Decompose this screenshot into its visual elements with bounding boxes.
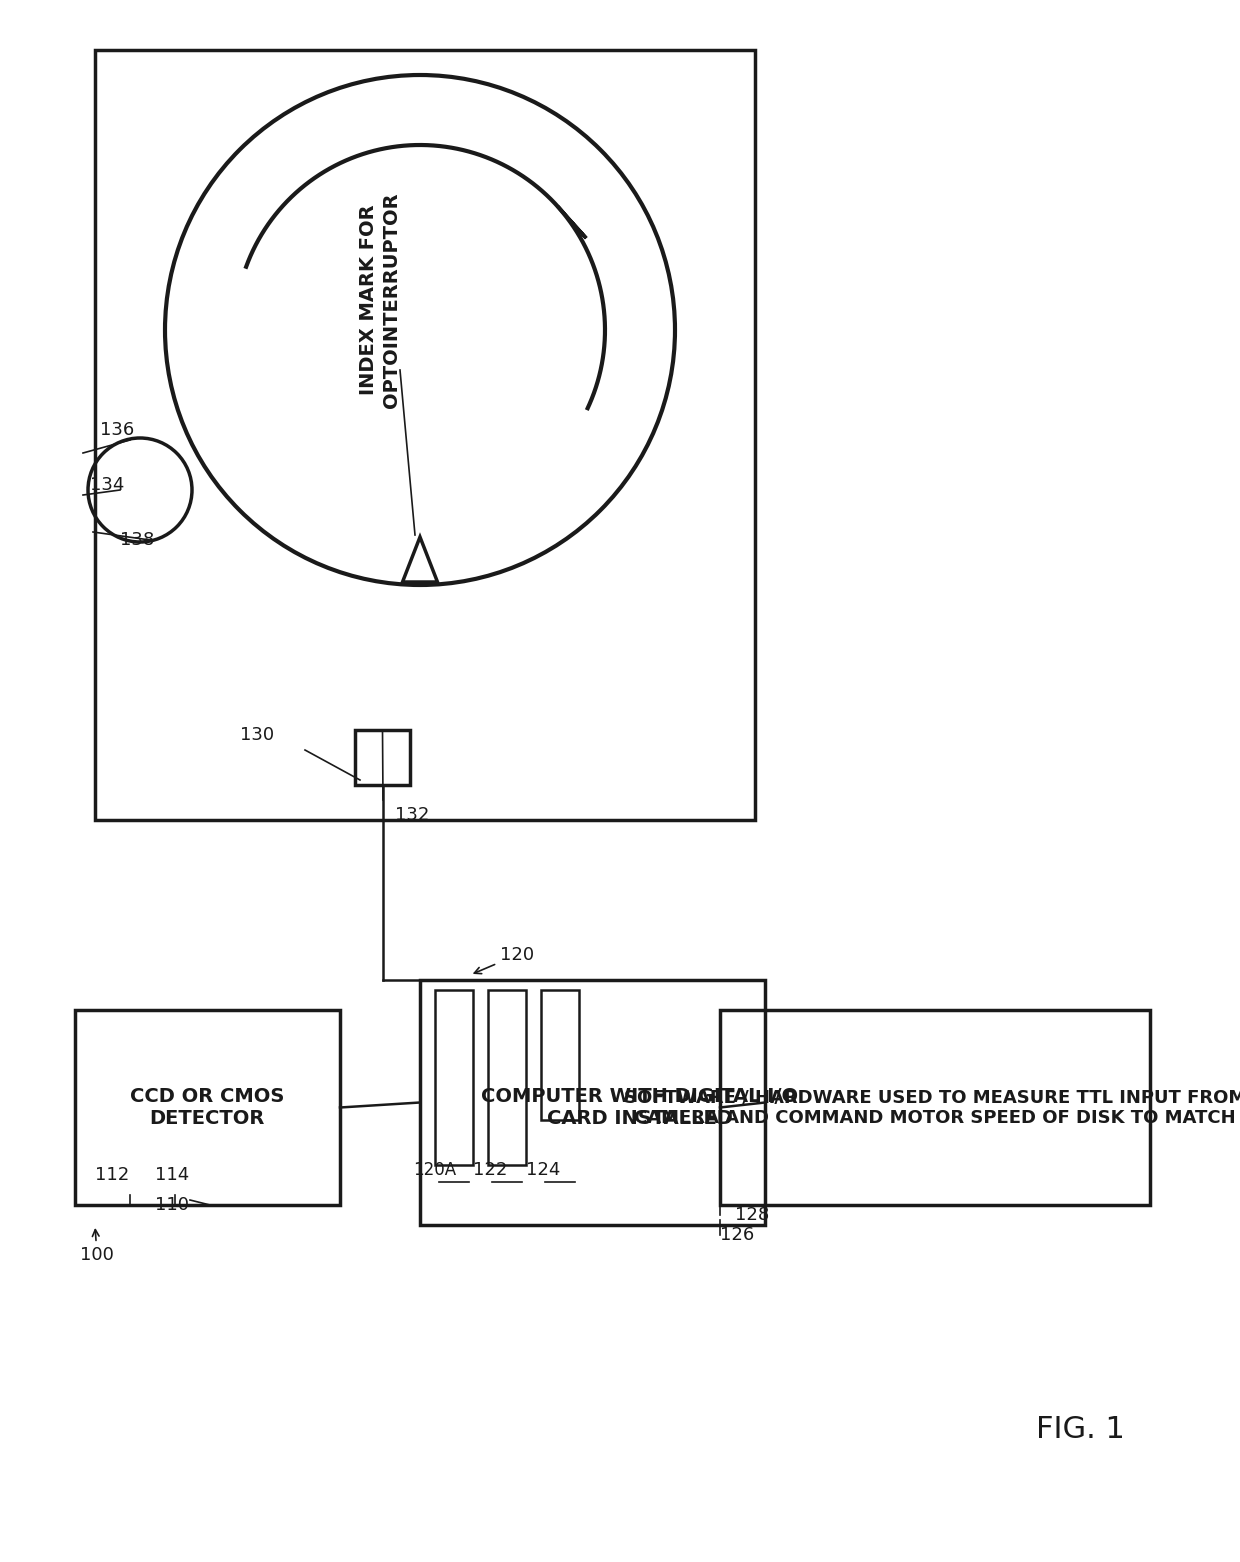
Text: CCD OR CMOS
DETECTOR: CCD OR CMOS DETECTOR (130, 1087, 284, 1128)
Bar (435, 990, 472, 1165)
Text: 132: 132 (396, 806, 429, 825)
Bar (489, 990, 526, 1165)
Bar (74, 1011, 340, 1204)
Bar (541, 990, 579, 1120)
Text: FIG. 1: FIG. 1 (1035, 1415, 1125, 1445)
Text: 112: 112 (95, 1165, 129, 1184)
Bar (720, 1011, 1149, 1204)
Text: 126: 126 (720, 1226, 754, 1243)
Text: 114: 114 (155, 1165, 190, 1184)
Text: 136: 136 (100, 422, 134, 439)
Bar (355, 729, 410, 786)
Text: 128: 128 (735, 1206, 769, 1225)
Text: 124: 124 (526, 1161, 560, 1179)
Text: 138: 138 (120, 531, 154, 548)
Text: 122: 122 (472, 1161, 507, 1179)
Text: COMPUTER WITH DIGITAL I/O
CARD INSTALLED: COMPUTER WITH DIGITAL I/O CARD INSTALLED (481, 1087, 799, 1128)
Text: 134: 134 (91, 476, 124, 494)
Text: 120: 120 (474, 947, 534, 973)
Text: 120A: 120A (413, 1161, 456, 1179)
Bar (95, 50, 755, 820)
Text: SOFTWARE / HARDWARE USED TO MEASURE TTL INPUT FROM
CAMERA AND COMMAND MOTOR SPEE: SOFTWARE / HARDWARE USED TO MEASURE TTL … (624, 1089, 1240, 1128)
Text: 100: 100 (81, 1229, 114, 1264)
Text: 110: 110 (155, 1196, 188, 1214)
Text: 130: 130 (241, 726, 274, 744)
Text: INDEX MARK FOR
OPTOINTERRUPTOR: INDEX MARK FOR OPTOINTERRUPTOR (360, 192, 401, 408)
Bar (420, 979, 765, 1225)
